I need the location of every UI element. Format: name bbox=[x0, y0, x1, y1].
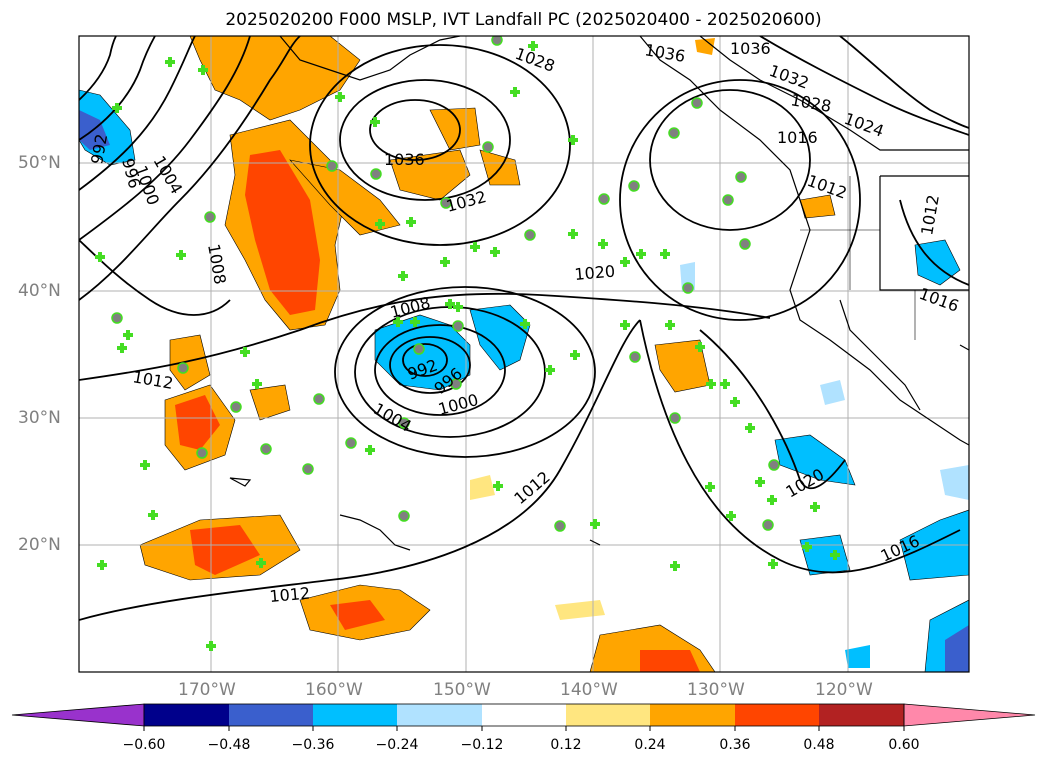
colorbar-swatch bbox=[397, 704, 482, 726]
isobar-label: 1012 bbox=[269, 584, 311, 606]
colorbar-tick-label: −0.12 bbox=[460, 737, 504, 753]
lat-label: 40°N bbox=[18, 281, 61, 301]
colorbar-swatch bbox=[482, 704, 566, 726]
map-title: 2025020200 F000 MSLP, IVT Landfall PC (2… bbox=[225, 10, 822, 30]
coastlines bbox=[229, 36, 969, 551]
colorbar-swatch bbox=[819, 704, 904, 726]
colorbar-swatch bbox=[11, 703, 145, 727]
colorbar-tick-label: 0.36 bbox=[719, 737, 751, 753]
lon-label: 150°W bbox=[433, 680, 491, 700]
lat-label: 20°N bbox=[18, 535, 61, 555]
lat-label: 30°N bbox=[18, 408, 61, 428]
plot-frame bbox=[78, 35, 970, 673]
colorbar-tick-label: −0.24 bbox=[375, 737, 419, 753]
isobar-label: 1036 bbox=[384, 150, 425, 169]
colorbar bbox=[11, 703, 1036, 731]
colorbar-tick-label: −0.48 bbox=[207, 737, 251, 753]
colorbar-tick-label: 0.12 bbox=[550, 737, 582, 753]
colorbar-tick-label: −0.60 bbox=[122, 737, 166, 753]
lat-label: 50°N bbox=[18, 153, 61, 173]
station-markers bbox=[95, 36, 840, 651]
isobar-label: 1016 bbox=[777, 128, 818, 147]
lon-label: 130°W bbox=[687, 680, 745, 700]
lon-label: 140°W bbox=[560, 680, 618, 700]
state-borders bbox=[800, 176, 916, 340]
lon-label: 120°W bbox=[815, 680, 873, 700]
colorbar-swatch bbox=[229, 704, 313, 726]
colorbar-swatch bbox=[903, 703, 1036, 727]
isobar-label: 1036 bbox=[730, 39, 771, 58]
colorbar-tick-label: 0.24 bbox=[634, 737, 666, 753]
negative-pc-shading bbox=[79, 89, 969, 672]
colorbar-tick-label: 0.60 bbox=[888, 737, 920, 753]
colorbar-tick-label: −0.36 bbox=[291, 737, 335, 753]
colorbar-swatch bbox=[566, 704, 650, 726]
colorbar-swatch bbox=[650, 704, 735, 726]
lon-label: 160°W bbox=[305, 680, 363, 700]
colorbar-swatch bbox=[144, 704, 229, 726]
colorbar-swatch bbox=[735, 704, 819, 726]
lon-label: 170°W bbox=[178, 680, 236, 700]
colorbar-tick-label: 0.48 bbox=[803, 737, 835, 753]
colorbar-swatch bbox=[313, 704, 397, 726]
isobar-label: 1020 bbox=[574, 262, 616, 284]
colorbar-frame bbox=[143, 703, 905, 727]
